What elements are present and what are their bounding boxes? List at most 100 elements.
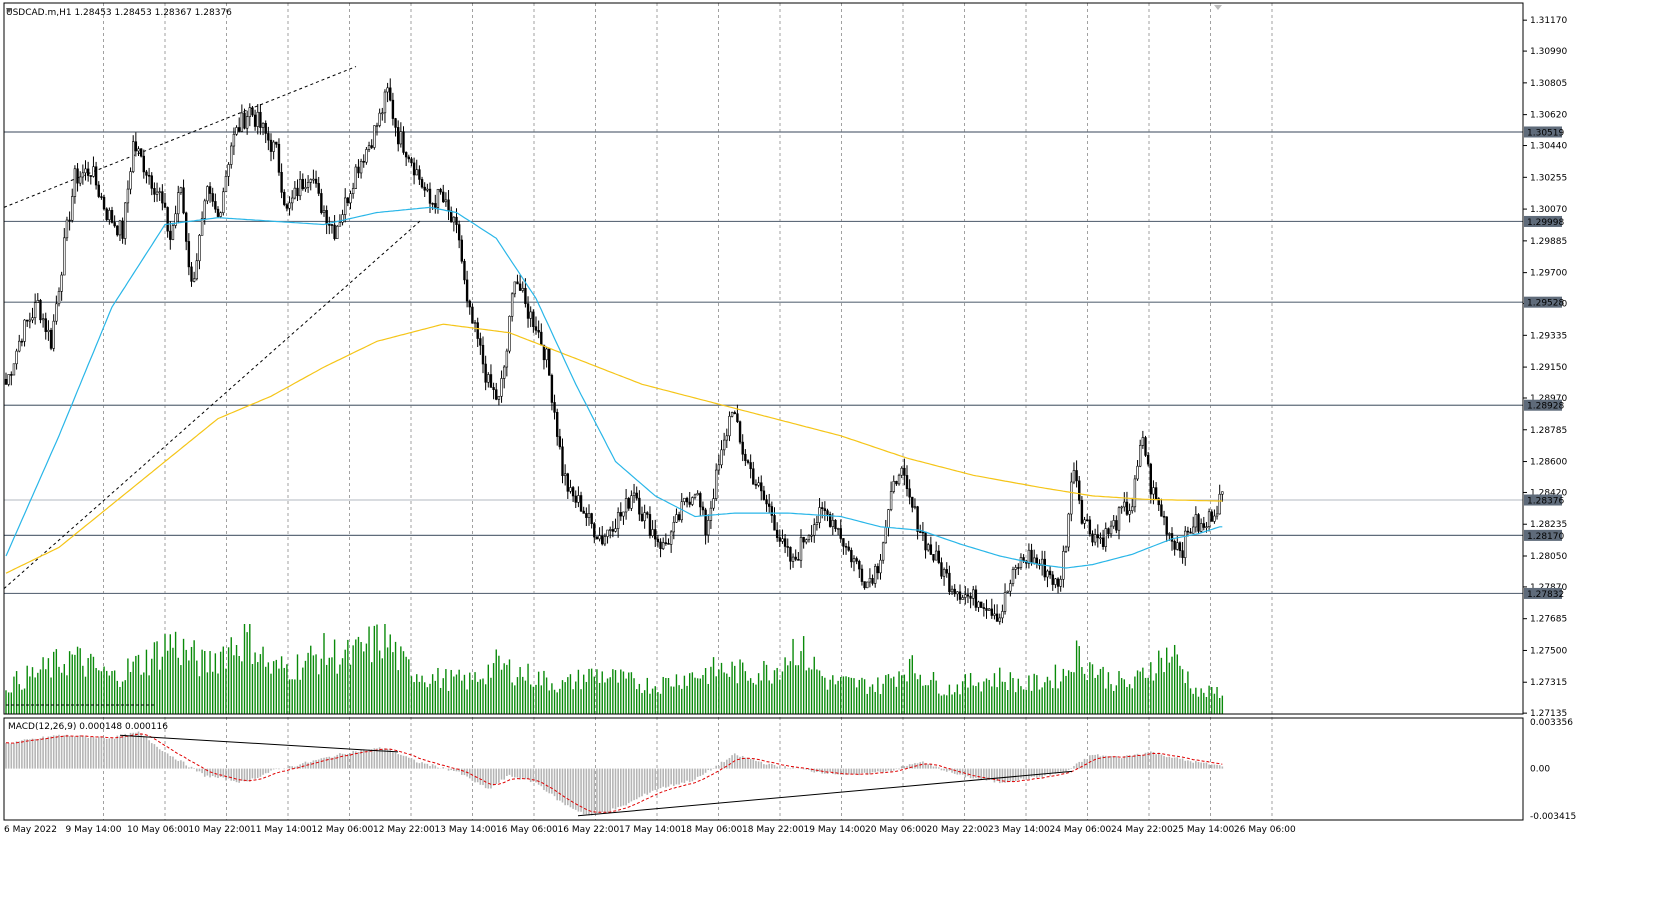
candle-body xyxy=(33,302,37,319)
candle-body xyxy=(330,224,334,226)
candle-body xyxy=(614,528,617,532)
candle-body xyxy=(754,484,758,486)
price-tick-label: 1.28235 xyxy=(1530,520,1567,530)
candle-body xyxy=(757,482,760,486)
candle-body xyxy=(391,99,395,119)
candle-body xyxy=(473,322,477,324)
candle-body xyxy=(876,566,880,574)
ma-fast-line xyxy=(5,206,1223,569)
candle-body xyxy=(993,613,996,616)
candle-body xyxy=(182,187,185,214)
candle-body xyxy=(627,498,630,509)
trendlines[interactable] xyxy=(3,66,421,590)
macd-pane-frame xyxy=(3,717,1524,821)
candle-body xyxy=(555,412,559,437)
time-tick-label: 13 May 14:00 xyxy=(435,825,497,835)
candle-body xyxy=(903,467,906,476)
candle-body xyxy=(680,501,683,521)
candle-body xyxy=(1112,520,1115,527)
candle-body xyxy=(659,541,662,549)
price-tick-label: 1.28420 xyxy=(1530,488,1567,498)
candle-body xyxy=(1043,558,1047,578)
candle-body xyxy=(1170,533,1174,542)
candle-body xyxy=(404,152,408,158)
candle-body xyxy=(871,578,874,584)
candle-body xyxy=(850,549,853,563)
candle-body xyxy=(288,202,291,209)
time-tick-label: 12 May 22:00 xyxy=(373,825,435,835)
candle-body xyxy=(1139,445,1142,467)
candle-body xyxy=(298,178,302,197)
chevron-down-icon[interactable] xyxy=(6,8,12,13)
time-tick-label: 9 May 14:00 xyxy=(66,825,122,835)
candle-body xyxy=(643,512,646,522)
candle-body xyxy=(624,498,628,513)
candle-body xyxy=(1162,515,1166,518)
candle-body xyxy=(293,187,297,199)
candle-body xyxy=(338,222,342,227)
time-tick-label: 23 May 14:00 xyxy=(988,825,1050,835)
price-level-box xyxy=(1524,494,1562,506)
candle-body xyxy=(842,538,845,547)
candle-body xyxy=(722,439,726,451)
candle-body xyxy=(590,513,593,524)
candle-body xyxy=(603,536,607,545)
candle-body xyxy=(987,608,991,611)
candle-body xyxy=(79,176,82,184)
candle-body xyxy=(314,178,318,184)
candle-body xyxy=(1048,570,1052,576)
macd-tick-label: 0.003356 xyxy=(1530,718,1573,728)
candle-body xyxy=(354,166,357,189)
candle-body xyxy=(786,546,789,548)
candle-body xyxy=(500,378,503,397)
candle-body xyxy=(948,572,951,593)
candle-body xyxy=(932,554,935,561)
candle-body xyxy=(325,210,328,225)
candle-body xyxy=(563,473,567,476)
candle-body xyxy=(166,207,169,232)
candle-body xyxy=(887,509,890,528)
candle-body xyxy=(134,141,138,152)
candle-body xyxy=(320,193,323,213)
candle-body xyxy=(343,197,347,215)
candle-body xyxy=(309,179,312,183)
candle-body xyxy=(982,607,986,609)
candle-body xyxy=(60,274,63,292)
candle-body xyxy=(688,501,691,505)
chart-shift-marker[interactable] xyxy=(1214,5,1222,10)
candle-body xyxy=(699,493,702,508)
candle-body xyxy=(961,597,964,600)
candle-body xyxy=(977,601,980,608)
candle-body xyxy=(1054,578,1057,585)
candle-body xyxy=(301,178,304,190)
candle-body xyxy=(701,506,705,511)
candle-body xyxy=(1168,533,1171,535)
candle-body xyxy=(275,141,278,145)
candle-body xyxy=(240,112,244,132)
price-tick-label: 1.27315 xyxy=(1530,678,1567,688)
candle-body xyxy=(1072,470,1076,483)
candle-body xyxy=(158,191,161,193)
candle-body xyxy=(487,374,490,383)
candle-body xyxy=(163,202,167,208)
price-level-box xyxy=(1524,215,1562,227)
candle-body xyxy=(582,510,585,514)
candle-body xyxy=(632,492,636,497)
candle-body xyxy=(351,188,355,194)
candle-body xyxy=(513,281,517,295)
candle-body xyxy=(200,218,204,236)
candle-body xyxy=(1184,530,1187,558)
candle-body xyxy=(532,311,535,327)
price-level-box xyxy=(1524,399,1562,411)
candle-body xyxy=(1104,528,1107,547)
candle-body xyxy=(272,141,275,152)
time-tick-label: 16 May 22:00 xyxy=(558,825,620,835)
candle-body xyxy=(813,524,816,536)
candle-body xyxy=(934,550,938,561)
horizontal-levels[interactable] xyxy=(4,131,1523,595)
candle-body xyxy=(479,338,482,346)
price-tick-label: 1.30990 xyxy=(1530,47,1567,57)
macd-indicator-label: MACD(12,26,9) 0.000148 0.000116 xyxy=(8,722,168,732)
candle-body xyxy=(1181,550,1184,558)
